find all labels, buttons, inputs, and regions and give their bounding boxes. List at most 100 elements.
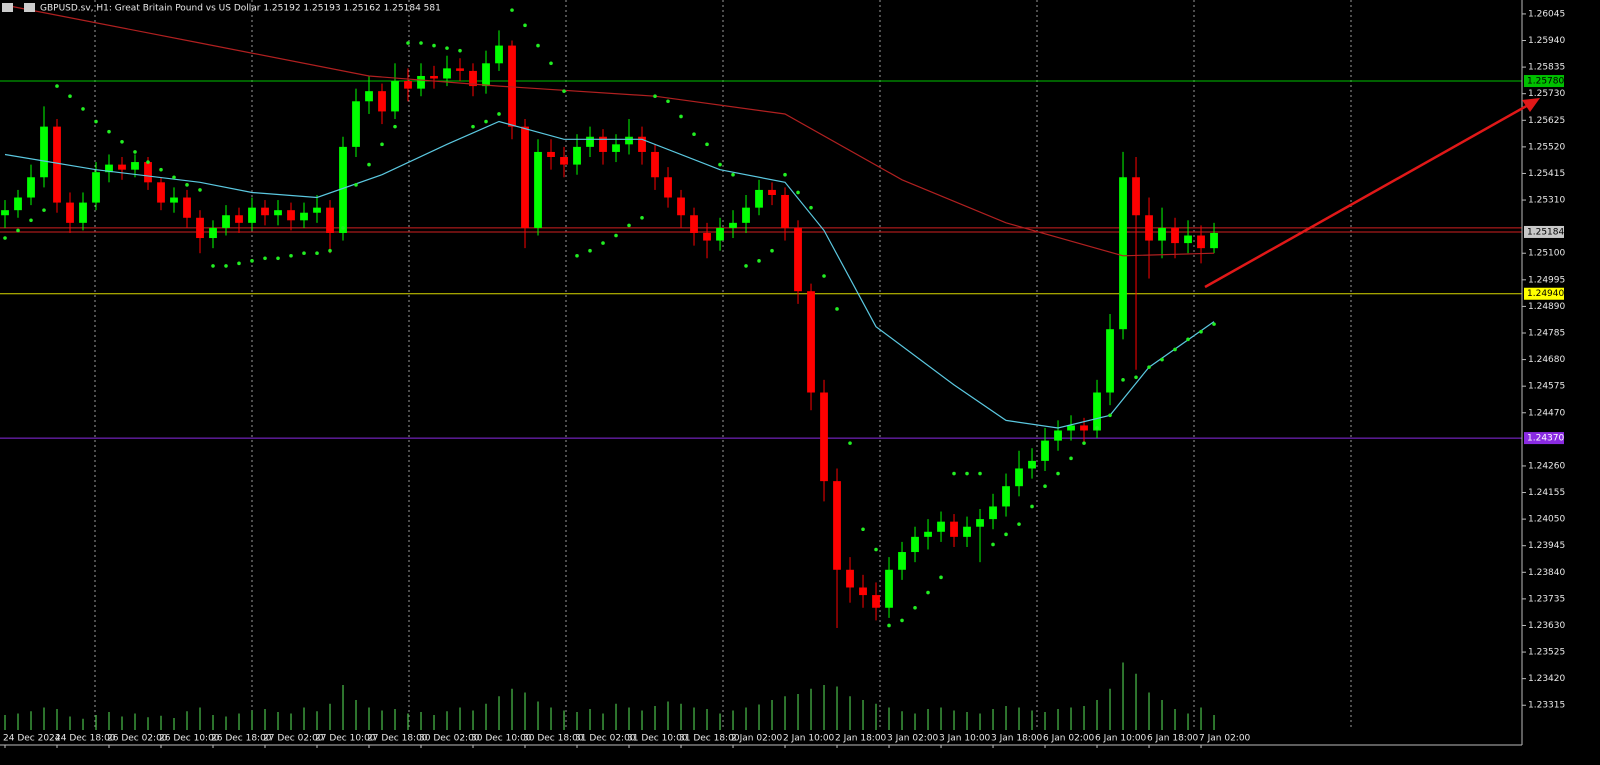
sar-dot	[796, 190, 800, 195]
candle-body	[1041, 440, 1049, 461]
candle-body	[651, 151, 659, 178]
candle-body	[131, 162, 139, 170]
sar-dot	[614, 233, 618, 238]
y-tick-label: 1.24470	[1528, 408, 1565, 418]
candle-body	[144, 162, 152, 183]
y-tick-label: 1.24785	[1528, 328, 1565, 338]
candle-body	[183, 197, 191, 218]
candle-body	[664, 177, 672, 198]
sar-dot	[198, 188, 202, 192]
sar-dot	[328, 248, 332, 253]
sar-dot	[497, 112, 501, 116]
sar-dot	[575, 253, 579, 258]
candle-body	[1158, 227, 1166, 241]
candle-body	[79, 202, 87, 223]
sar-dot	[744, 264, 748, 268]
sar-dot	[42, 208, 46, 212]
level-label-box	[1524, 225, 1564, 238]
candle-body	[456, 68, 464, 71]
candle-body	[1184, 235, 1192, 244]
sar-dot	[458, 48, 462, 53]
candle-body	[898, 552, 906, 570]
y-tick-label: 1.23315	[1528, 701, 1565, 711]
sar-dot	[1212, 322, 1216, 326]
sar-dot	[822, 274, 826, 278]
candle-body	[716, 227, 724, 241]
candle-body	[495, 45, 503, 64]
sar-dot	[861, 527, 865, 532]
sar-dot	[757, 259, 761, 263]
sar-dot	[1030, 504, 1034, 509]
candle-body	[300, 212, 308, 221]
y-tick-label: 1.24050	[1528, 515, 1565, 525]
candle-body	[1015, 468, 1023, 487]
sar-dot	[16, 228, 20, 233]
candle-body	[1210, 232, 1218, 249]
sar-dot	[172, 175, 176, 180]
sar-dot	[445, 46, 449, 50]
y-tick-label: 1.23630	[1528, 621, 1565, 631]
x-tick-label: 27 Dec 02:00	[263, 734, 324, 744]
y-tick-label: 1.24995	[1528, 275, 1565, 285]
sar-dot	[874, 547, 878, 552]
x-tick-label: 30 Dec 02:00	[419, 734, 480, 744]
sar-dot	[289, 253, 293, 258]
trend-arrow	[1204, 102, 1531, 289]
candle-body	[768, 189, 776, 195]
candle-body	[1106, 329, 1114, 393]
sar-dot	[770, 248, 774, 253]
candle-body	[170, 197, 178, 203]
sar-dot	[510, 8, 514, 12]
vertical-grid	[94, 0, 1352, 730]
y-tick-label: 1.23840	[1528, 568, 1565, 578]
candle-body	[118, 164, 126, 170]
sar-dot	[1173, 347, 1177, 352]
sar-dot	[1082, 441, 1086, 445]
sar-dot	[991, 542, 995, 547]
level-label: 1.25780	[1527, 77, 1564, 87]
sar-dot	[484, 119, 488, 124]
x-tick-label: 31 Dec 10:00	[627, 734, 688, 744]
candle-body	[92, 172, 100, 203]
candle-body	[560, 157, 568, 165]
sar-dot	[588, 248, 592, 253]
sar-dot	[666, 99, 670, 104]
sar-dot	[211, 264, 215, 268]
x-tick-label: 27 Dec 10:00	[315, 734, 376, 744]
sar-dot	[406, 41, 410, 45]
y-tick-label: 1.24155	[1528, 488, 1565, 498]
candle-body	[27, 177, 35, 198]
sar-dot	[315, 251, 319, 256]
candle-body	[66, 202, 74, 223]
candle-body	[352, 101, 360, 147]
candle-body	[365, 91, 373, 102]
menu-icon[interactable]	[2, 3, 13, 12]
candle-body	[469, 70, 477, 87]
sar-dot	[900, 618, 904, 623]
x-tick-label: 31 Dec 18:00	[679, 734, 740, 744]
y-tick-label: 1.24680	[1528, 355, 1565, 365]
sar-dot	[393, 124, 397, 129]
y-tick-label: 1.25100	[1528, 249, 1565, 259]
sar-dot	[848, 441, 852, 445]
sar-dot	[276, 256, 280, 261]
sar-dot	[1056, 471, 1060, 476]
level-label-box	[1524, 75, 1564, 88]
sar-dot	[432, 43, 436, 48]
y-tick-label: 1.23420	[1528, 674, 1565, 684]
sar-dot	[523, 23, 527, 28]
sar-dot	[107, 129, 111, 134]
sar-dot	[55, 84, 59, 88]
symbol-icon[interactable]	[24, 3, 35, 12]
sar-dot	[471, 124, 475, 129]
level-label-box	[1524, 287, 1564, 300]
candle-body	[443, 68, 451, 79]
x-tick-label: 26 Dec 02:00	[107, 734, 168, 744]
candle-body	[924, 531, 932, 537]
candle-body	[1080, 425, 1088, 431]
candle-body	[612, 144, 620, 152]
sar-dot	[419, 41, 423, 45]
x-tick-label: 2 Jan 02:00	[731, 734, 783, 744]
